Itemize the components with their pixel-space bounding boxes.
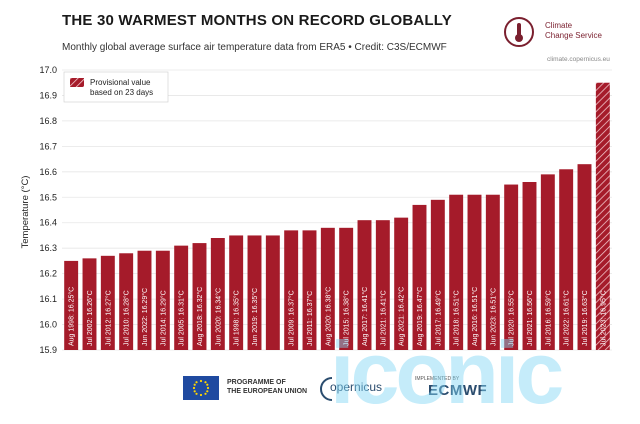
- bar: [540, 174, 555, 350]
- bar: [64, 260, 79, 350]
- bar-value-label: Jul 2021: 16.41°C: [379, 290, 387, 346]
- bar-value-label: Aug 2021: 16.42°C: [398, 287, 406, 346]
- bar-value-label: Jul 2018: 16.51°C: [453, 290, 461, 346]
- legend: Provisional value based on 23 days: [63, 71, 169, 103]
- bar-value-label: Aug 2016: 16.51°C: [471, 287, 479, 346]
- bar-value-label: Aug 2018: 16.32°C: [196, 287, 204, 346]
- thermometer-icon: [504, 17, 534, 47]
- bar-value-label: Jun 2022: 16.29°C: [141, 288, 149, 346]
- bar: [394, 217, 409, 350]
- copernicus-word: opernicus: [330, 380, 383, 394]
- bar-value-label: Aug 2017: 16.41°C: [361, 287, 369, 346]
- bar: [119, 253, 134, 350]
- bar: [82, 258, 97, 350]
- footer-logos: PROGRAMME OF THE EUROPEAN UNION opernicu…: [0, 368, 640, 408]
- y-tick-label: 15.9: [39, 345, 57, 355]
- bar-value-label: Jul 2005: 16.31°C: [178, 290, 186, 346]
- bar: [522, 182, 537, 350]
- legend-swatch: [70, 78, 84, 87]
- y-tick-label: 16.2: [39, 269, 57, 279]
- y-tick-label: 17.0: [39, 65, 57, 75]
- bar-value-label: Jul 2016: 16.59°C: [544, 290, 552, 346]
- logo-url: climate.copernicus.eu: [547, 56, 610, 63]
- bar-value-label: Jun 2023: 16.51°C: [489, 288, 497, 346]
- y-tick-label: 16.9: [39, 90, 57, 100]
- y-tick-label: 16.3: [39, 243, 57, 253]
- bar-value-label: Aug 2020: 16.38°C: [324, 287, 332, 346]
- bar-value-label: Jul 2015: 16.38°C: [343, 290, 351, 346]
- bar: [247, 235, 262, 350]
- bar-value-label: Jul 2017: 16.49°C: [434, 290, 442, 346]
- bar-value-label: Jul 2022: 16.61°C: [563, 290, 571, 346]
- bar-value-label: Jul 2009: 16.37°C: [288, 290, 296, 346]
- bar: [449, 194, 464, 350]
- bar-value-label: Jul 2023: 16.95°C: [599, 290, 607, 346]
- chart-subtitle: Monthly global average surface air tempe…: [62, 42, 447, 53]
- y-tick-label: 16.1: [39, 294, 57, 304]
- c3s-logo[interactable]: Climate Change Service climate.copernicu…: [503, 16, 633, 63]
- bar: [155, 250, 170, 350]
- y-axis-label: Temperature (°C): [20, 176, 31, 249]
- eu-programme-text: PROGRAMME OF THE EUROPEAN UNION: [227, 379, 308, 395]
- legend-label-line2: based on 23 days: [90, 88, 153, 97]
- bar: [284, 230, 299, 350]
- bar-value-label: Aug 1998: 16.25°C: [68, 287, 76, 346]
- bar: [375, 220, 390, 350]
- eu-flag-icon: [183, 376, 219, 400]
- bar-labels: Aug 1998: 16.25°C Jul 2002: 16.26°C Jul 20…: [68, 287, 608, 346]
- bar-value-label: Jul 2014: 16.29°C: [159, 290, 167, 346]
- copernicus-logo-icon: [320, 377, 333, 401]
- bar: [485, 194, 500, 350]
- bar: [559, 169, 574, 350]
- bar-value-label: Jul 2021: 16.56°C: [526, 290, 534, 346]
- bar: [265, 235, 280, 350]
- y-tick-label: 16.6: [39, 167, 57, 177]
- y-tick-label: 16.4: [39, 218, 57, 228]
- bar: [320, 227, 335, 350]
- bar-value-label: Aug 2019: 16.47°C: [416, 287, 424, 346]
- y-axis: 15.9 16.0 16.1 16.2 16.3 16.4 16.5 16.6 16.7 16.8…: [39, 65, 57, 355]
- chart-title: THE 30 WARMEST MONTHS ON RECORD GLOBALLY: [62, 12, 452, 29]
- bar: [302, 230, 317, 350]
- legend-box: [63, 71, 169, 103]
- y-tick-label: 16.8: [39, 116, 57, 126]
- bar-provisional: [595, 82, 610, 351]
- bar-value-label: Jul 2002: 16.26°C: [86, 290, 94, 346]
- bar: [137, 250, 152, 350]
- bar: [174, 245, 189, 350]
- bar-value-label: Jul 2010: 16.28°C: [123, 290, 131, 346]
- bars: [64, 82, 610, 351]
- bar: [357, 220, 372, 350]
- bar: [339, 227, 354, 350]
- bar: [229, 235, 244, 350]
- bar: [430, 199, 445, 350]
- bar-value-label: Jul 1998: 16.35°C: [233, 290, 241, 346]
- bar-value-label: Jun 2019: 16.35°C: [251, 288, 259, 346]
- bar: [192, 243, 207, 350]
- bar: [504, 184, 519, 350]
- bar-value-label: Jul 2011: 16.37°C: [306, 291, 314, 346]
- bar-value-label: Jul 2020: 16.55°C: [508, 290, 516, 346]
- logo-name: Climate Change Service: [545, 21, 602, 40]
- bar-chart: 15.9 16.0 16.1 16.2 16.3 16.4 16.5 16.6 16.7 16.8…: [20, 65, 612, 355]
- watermark: iconic: [330, 323, 564, 422]
- bar: [412, 204, 427, 350]
- implemented-by: IMPLEMENTED BY: [415, 376, 460, 382]
- bar: [210, 238, 225, 350]
- bar-value-label: Jul 2019: 16.63°C: [581, 290, 589, 346]
- bar: [577, 164, 592, 350]
- bar: [467, 194, 482, 350]
- ecmwf-logo: ECMWF: [428, 382, 488, 399]
- legend-label-line1: Provisional value: [90, 78, 151, 87]
- bar-value-label: Jul 2012: 16.27°C: [104, 290, 112, 346]
- bar-value-label: Jun 2020: 16.34°C: [214, 288, 222, 346]
- y-tick-label: 16.0: [39, 320, 57, 330]
- bar: [100, 255, 115, 350]
- y-tick-label: 16.5: [39, 192, 57, 202]
- y-tick-label: 16.7: [39, 141, 57, 151]
